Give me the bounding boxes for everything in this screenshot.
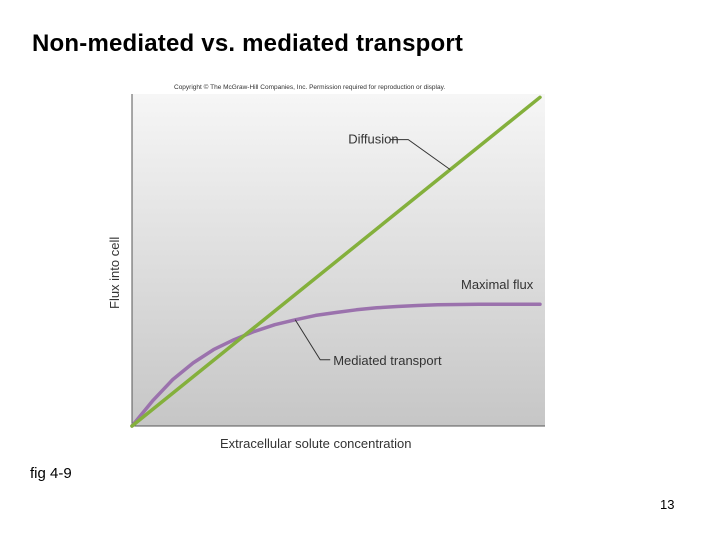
annotation-diffusion: Diffusion bbox=[348, 132, 398, 147]
y-axis-label: Flux into cell bbox=[107, 237, 122, 309]
annotation-maximal-flux: Maximal flux bbox=[461, 277, 534, 292]
slide-title: Non-mediated vs. mediated transport bbox=[32, 30, 464, 57]
x-axis-label: Extracellular solute concentration bbox=[220, 436, 412, 451]
annotation-leader-diffusion bbox=[390, 139, 451, 171]
series-line-diffusion bbox=[130, 95, 542, 428]
figure-caption: fig 4-9 bbox=[30, 465, 72, 482]
annotation-mediated-transport: Mediated transport bbox=[333, 353, 442, 368]
series-line-mediated-transport bbox=[130, 302, 542, 428]
copyright-notice: Copyright © The McGraw-Hill Companies, I… bbox=[174, 84, 446, 91]
page-number: 13 bbox=[660, 497, 675, 512]
annotation-leader-mediated bbox=[294, 319, 331, 361]
